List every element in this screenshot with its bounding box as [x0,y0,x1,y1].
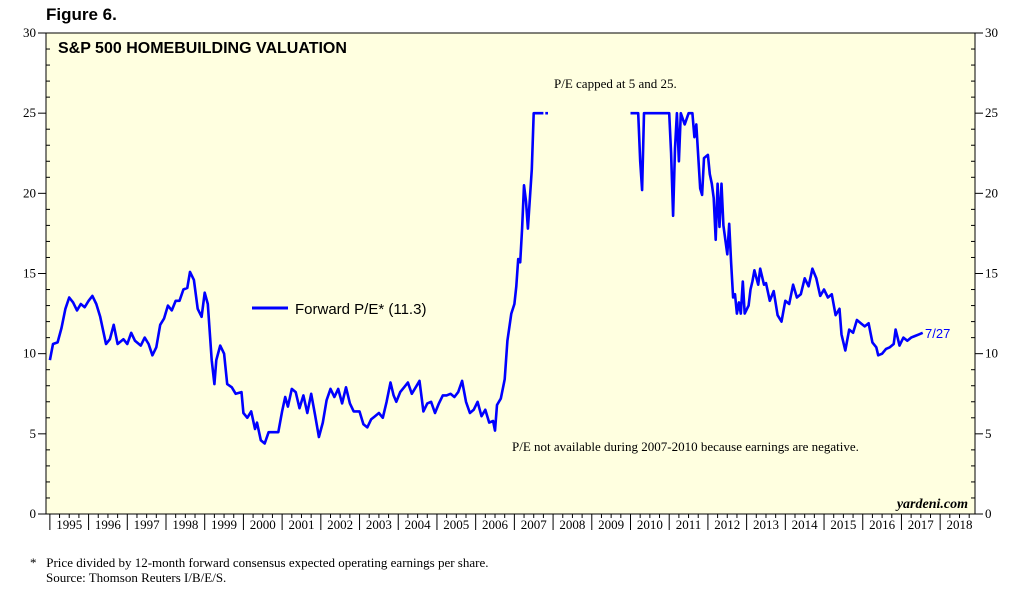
end-value-label: 7/27 [925,326,950,341]
x-tick-label: 2017 [908,517,935,532]
watermark: yardeni.com [895,497,968,512]
y-tick-label-right: 5 [985,426,992,441]
footnote-marker: * [30,555,37,570]
x-tick-label: 2005 [443,517,469,532]
x-tick-label: 2011 [676,517,702,532]
y-tick-label-left: 0 [30,506,37,521]
x-tick-label: 2008 [559,517,585,532]
x-tick-label: 1997 [134,517,161,532]
x-tick-label: 1995 [56,517,82,532]
series-line-forward-pe [48,111,544,445]
axis-ticks [38,32,983,530]
x-axis-labels: 1995 1996 1997 1998 1999 2000 2001 2002 2003 2004… [56,517,972,532]
source-note: Source: Thomson Reuters I/B/E/S. [46,570,227,585]
y-tick-label-left: 15 [23,266,36,281]
y-tick-label-left: 30 [23,25,36,40]
chart-title: S&P 500 HOMEBUILDING VALUATION [58,40,347,57]
x-tick-label: 2012 [714,517,740,532]
x-tick-label: 2003 [366,517,392,532]
x-tick-label: 1998 [172,517,198,532]
y-tick-label-left: 5 [30,426,37,441]
x-tick-label: 2015 [830,517,856,532]
y-axis-labels: 0 0 5 5 10 10 15 15 20 20 25 25 30 30 [23,25,998,521]
x-tick-label: 2000 [250,517,276,532]
y-tick-label-right: 20 [985,185,998,200]
footnote-text: Price divided by 12-month forward consen… [46,555,489,570]
y-tick-label-right: 30 [985,25,998,40]
y-tick-label-left: 20 [23,185,36,200]
gap-note-annotation: P/E not available during 2007-2010 becau… [512,439,859,454]
x-tick-label: 2002 [327,517,353,532]
y-tick-label-right: 25 [985,105,998,120]
y-tick-label-right: 10 [985,346,998,361]
x-tick-label: 2004 [405,517,432,532]
figure-label: Figure 6. [46,5,117,24]
x-tick-label: 2018 [947,517,973,532]
x-tick-label: 1996 [95,517,122,532]
y-tick-label-left: 10 [23,346,36,361]
x-tick-label: 2014 [792,517,819,532]
x-tick-label: 2001 [288,517,314,532]
cap-note-annotation: P/E capped at 5 and 25. [554,76,677,91]
x-tick-label: 2013 [753,517,779,532]
y-tick-label-right: 15 [985,266,998,281]
series-lines [48,111,924,445]
y-tick-label-left: 25 [23,105,36,120]
series-line-forward-pe [630,111,924,357]
x-tick-label: 2006 [482,517,509,532]
x-tick-label: 2009 [598,517,624,532]
y-tick-label-right: 0 [985,506,992,521]
x-tick-label: 1999 [211,517,237,532]
x-tick-label: 2016 [869,517,896,532]
footnote: * Price divided by 12-month forward cons… [30,555,488,571]
x-tick-label: 2010 [637,517,663,532]
legend-label: Forward P/E* (11.3) [295,301,426,318]
x-tick-label: 2007 [521,517,548,532]
